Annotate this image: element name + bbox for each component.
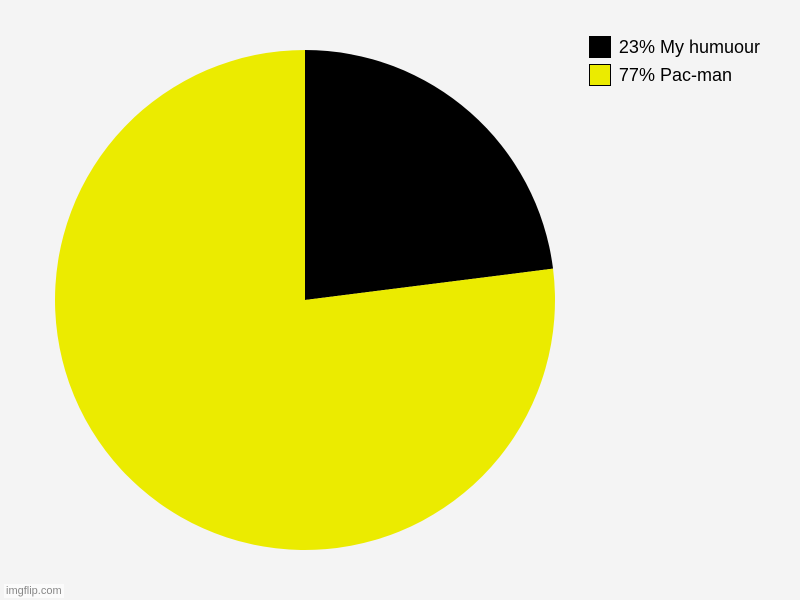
pie-slices [55, 50, 555, 550]
watermark: imgflip.com [4, 584, 64, 598]
legend-label: 23% My humuour [619, 37, 760, 58]
legend-label: 77% Pac-man [619, 65, 732, 86]
chart-container: 23% My humuour 77% Pac-man imgflip.com [0, 0, 800, 600]
legend-item: 77% Pac-man [589, 64, 760, 86]
legend-item: 23% My humuour [589, 36, 760, 58]
legend: 23% My humuour 77% Pac-man [589, 36, 760, 92]
legend-swatch [589, 64, 611, 86]
legend-swatch [589, 36, 611, 58]
